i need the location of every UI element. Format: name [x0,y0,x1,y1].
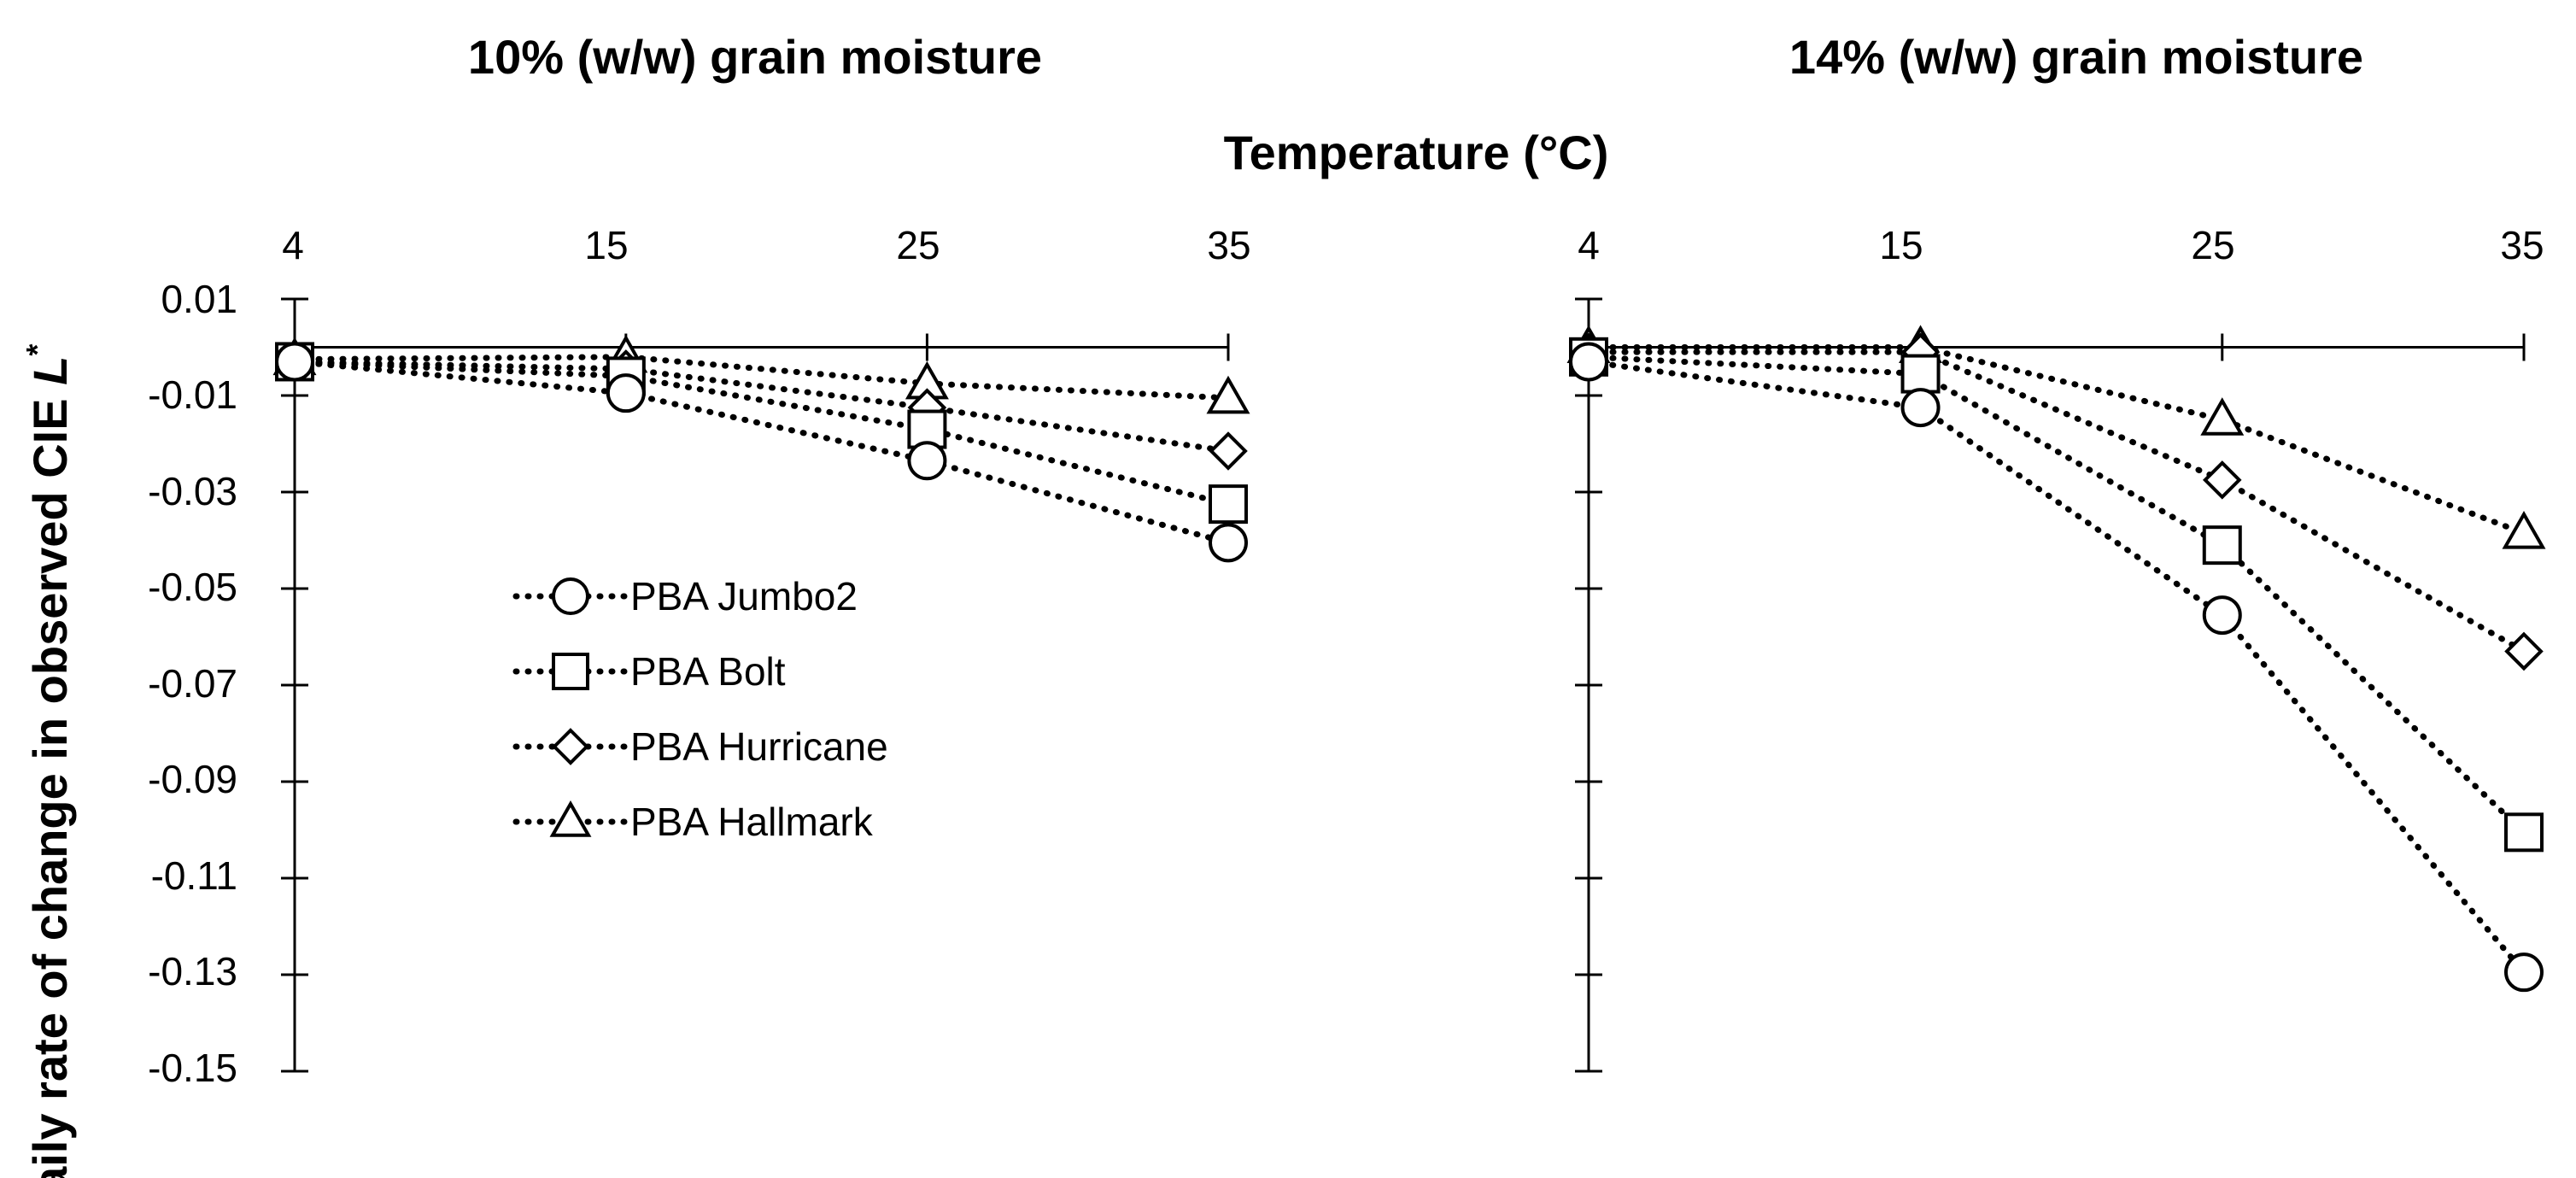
data-point [2502,510,2546,549]
y-axis-title-symbol: L [23,356,77,385]
x-tick-labels-right: 4 15 25 35 [1578,223,2544,267]
data-point [2504,952,2544,993]
series-line [291,358,1232,454]
data-point [1900,388,1941,428]
data-point [606,373,646,413]
marker-layer [272,325,2546,993]
y-axis-title-main: Daily rate of change in observed CIE [23,385,77,1178]
legend-samples [512,577,629,837]
y-tick-label: -0.01 [148,372,237,417]
y-tick-label: -0.13 [148,949,237,993]
x-tick-label: 15 [1879,223,1923,267]
legend-label-hallmark: PBA Hallmark [630,800,874,844]
data-point [2504,812,2544,853]
axes-layer [281,297,2526,1073]
x-axis-title: Temperature (°C) [1224,126,1609,179]
data-point [1209,431,1248,471]
legend-label-hurricane: PBA Hurricane [630,724,888,769]
y-tick-label: -0.11 [151,853,237,898]
data-point [1209,484,1248,525]
y-tick-label: -0.15 [148,1046,237,1090]
series-line [1585,344,2527,536]
x-tick-label: 4 [1578,223,1600,267]
legend-marker [552,653,589,690]
panel-title-14-percent: 14% (w/w) grain moisture [1789,30,2363,84]
legend: PBA Jumbo2 PBA Bolt PBA Hurricane PBA Ha… [512,574,888,844]
y-axis-title-superscript: * [20,344,55,356]
legend-marker [549,800,592,837]
y-tick-label: -0.03 [148,469,237,513]
data-point [1206,375,1250,414]
x-tick-labels-left: 4 15 25 35 [282,223,1250,267]
data-point [1900,354,1941,394]
series-line [1585,358,2527,976]
legend-label-jumbo2: PBA Jumbo2 [630,574,858,618]
x-tick-label: 25 [896,223,940,267]
legend-marker [552,577,589,615]
y-tick-label: -0.07 [148,661,237,706]
x-tick-label: 15 [584,223,628,267]
series-line [1585,354,2527,835]
data-point [2202,525,2242,566]
data-point [907,441,947,481]
x-tick-label: 4 [282,223,304,267]
data-point [2200,397,2245,436]
series-line [291,354,1232,401]
y-tick-labels: 0.01 -0.01 -0.03 -0.05 -0.07 -0.09 -0.11… [148,277,237,1090]
x-tick-label: 25 [2191,223,2234,267]
panel-title-10-percent: 10% (w/w) grain moisture [468,30,1042,84]
y-tick-label: 0.01 [161,277,237,321]
x-tick-label: 35 [1207,223,1250,267]
data-point [2202,595,2242,636]
legend-label-bolt: PBA Bolt [630,649,786,694]
series-line [1585,349,2527,654]
data-point [275,342,314,382]
series-line [291,358,1232,507]
y-axis-title: Daily rate of change in observed CIE L* [20,344,77,1178]
data-point [2202,460,2242,500]
series-layer [291,344,2527,976]
data-point [2504,631,2544,671]
x-tick-label: 35 [2500,223,2544,267]
data-point [1569,342,1608,382]
series-line [291,358,1232,546]
y-tick-label: -0.05 [148,565,237,609]
data-point [1209,523,1248,563]
y-tick-label: -0.09 [148,757,237,801]
legend-marker [552,728,589,765]
